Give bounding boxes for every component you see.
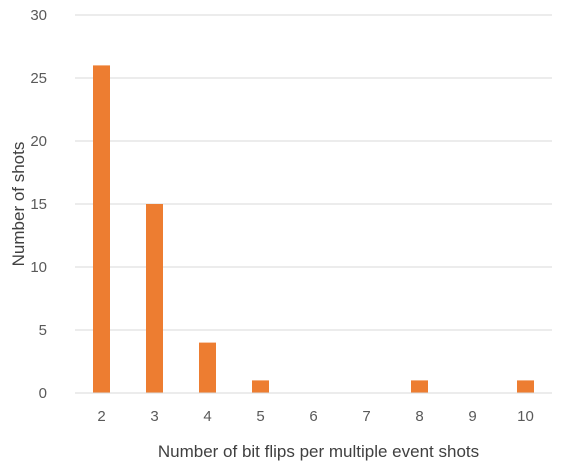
x-tick-label: 10: [517, 408, 534, 425]
x-axis-title: Number of bit flips per multiple event s…: [158, 442, 479, 461]
bar-8: [411, 380, 428, 393]
bar-5: [252, 380, 269, 393]
x-axis-tick-labels: 2 3 4 5 6 7 8 9 10: [97, 408, 534, 425]
x-tick-label: 2: [97, 408, 105, 425]
x-tick-label: 3: [150, 408, 158, 425]
bar-2: [93, 65, 110, 394]
y-tick-label: 5: [39, 322, 47, 339]
y-axis-title: Number of shots: [9, 142, 28, 267]
y-tick-label: 15: [30, 196, 47, 213]
y-tick-label: 20: [30, 133, 47, 150]
bars: [93, 65, 534, 394]
y-axis-tick-labels: 0 5 10 15 20 25 30: [30, 7, 47, 402]
x-tick-label: 6: [309, 408, 317, 425]
bar-10: [517, 380, 534, 393]
x-tick-label: 8: [415, 408, 423, 425]
y-tick-label: 25: [30, 70, 47, 87]
x-tick-label: 5: [256, 408, 264, 425]
x-tick-label: 9: [468, 408, 476, 425]
x-tick-label: 7: [362, 408, 370, 425]
y-tick-label: 30: [30, 7, 47, 24]
bar-4: [199, 342, 216, 393]
y-tick-label: 0: [39, 385, 47, 402]
y-tick-label: 10: [30, 259, 47, 276]
bar-3: [146, 204, 163, 393]
x-tick-label: 4: [203, 408, 211, 425]
